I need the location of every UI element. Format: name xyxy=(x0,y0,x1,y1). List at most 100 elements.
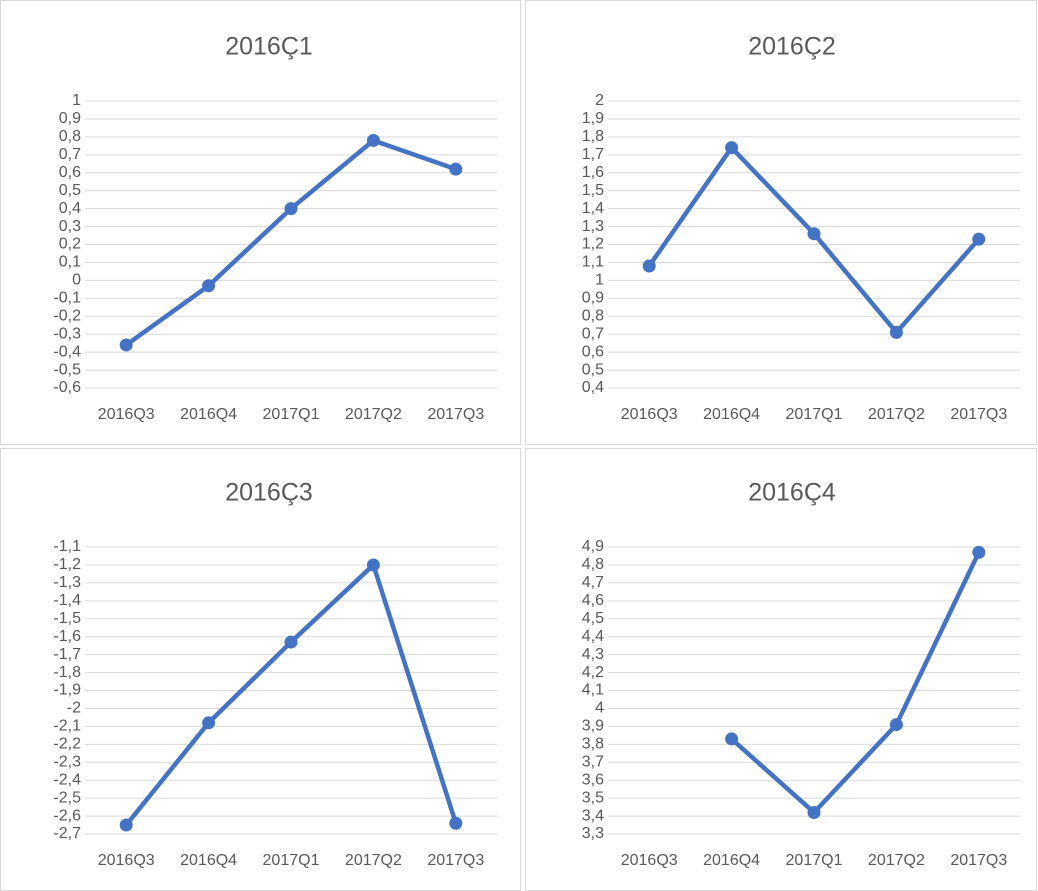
y-tick-label: 0,6 xyxy=(59,164,81,181)
y-tick-label: -2,6 xyxy=(53,807,81,824)
x-tick-label: 2016Q3 xyxy=(621,852,678,869)
x-tick-label: 2017Q1 xyxy=(786,406,843,423)
y-tick-label: -2,7 xyxy=(53,825,81,842)
data-point xyxy=(284,635,298,649)
y-tick-label: 4,4 xyxy=(582,628,604,645)
y-tick-label: 0,3 xyxy=(59,218,81,235)
y-tick-label: 1,6 xyxy=(582,164,604,181)
y-tick-label: 1 xyxy=(595,272,604,289)
y-tick-label: 0,9 xyxy=(582,290,604,307)
x-tick-label: 2017Q3 xyxy=(950,852,1007,869)
chart-title: 2016Ç4 xyxy=(748,479,836,507)
y-tick-label: -2,2 xyxy=(53,736,81,753)
y-tick-label: 4,1 xyxy=(582,682,604,699)
y-tick-label: 3,5 xyxy=(582,789,604,806)
chart-title: 2016Ç2 xyxy=(748,33,836,61)
y-tick-label: 4,5 xyxy=(582,610,604,627)
panel-border xyxy=(525,0,1037,445)
x-tick-label: 2017Q1 xyxy=(786,852,843,869)
x-tick-label: 2017Q1 xyxy=(263,852,320,869)
y-tick-label: -0,3 xyxy=(53,325,81,342)
y-tick-label: -0,4 xyxy=(53,343,81,360)
y-tick-label: 0,9 xyxy=(59,110,81,127)
y-tick-label: 0,4 xyxy=(582,379,604,396)
y-tick-label: -2,3 xyxy=(53,753,81,770)
panel-border xyxy=(0,0,521,445)
x-tick-label: 2016Q4 xyxy=(180,406,237,423)
x-tick-label: 2016Q3 xyxy=(98,406,155,423)
y-tick-label: -2,1 xyxy=(53,718,81,735)
y-tick-label: -1,6 xyxy=(53,628,81,645)
data-point xyxy=(202,279,216,293)
data-point xyxy=(807,227,821,241)
series-line xyxy=(124,138,457,347)
y-tick-label: 0,5 xyxy=(59,182,81,199)
data-point xyxy=(972,232,986,246)
data-point xyxy=(449,162,463,176)
y-tick-label: 3,9 xyxy=(582,718,604,735)
y-tick-label: 1,3 xyxy=(582,218,604,235)
y-tick-label: -2 xyxy=(67,700,81,717)
series-line xyxy=(124,562,458,827)
y-tick-label: -1,1 xyxy=(53,538,81,555)
x-tick-label: 2016Q4 xyxy=(180,852,237,869)
y-tick-label: -1,8 xyxy=(53,664,81,681)
y-tick-label: 0,7 xyxy=(582,325,604,342)
y-tick-label: 2 xyxy=(595,92,604,109)
data-point xyxy=(449,816,463,830)
y-tick-label: -0,1 xyxy=(53,290,81,307)
y-tick-label: 4,6 xyxy=(582,592,604,609)
y-tick-label: 0 xyxy=(72,272,81,289)
y-tick-label: 0,8 xyxy=(582,307,604,324)
x-tick-label: 2017Q2 xyxy=(345,852,402,869)
x-tick-label: 2016Q3 xyxy=(98,852,155,869)
y-tick-label: 1,4 xyxy=(582,200,604,217)
x-tick-label: 2016Q4 xyxy=(703,852,760,869)
y-tick-label: -0,6 xyxy=(53,379,81,396)
data-point xyxy=(119,338,133,352)
x-tick-label: 2017Q3 xyxy=(427,852,484,869)
y-tick-label: 4,3 xyxy=(582,646,604,663)
y-tick-label: 3,3 xyxy=(582,825,604,842)
data-point xyxy=(889,325,903,339)
x-tick-label: 2017Q2 xyxy=(345,406,402,423)
y-tick-label: 1,1 xyxy=(582,254,604,271)
y-tick-label: 0,5 xyxy=(582,361,604,378)
y-tick-label: 0,7 xyxy=(59,146,81,163)
y-tick-label: -0,5 xyxy=(53,361,81,378)
y-tick-label: 4,7 xyxy=(582,574,604,591)
x-tick-label: 2017Q3 xyxy=(950,406,1007,423)
y-tick-label: 4 xyxy=(595,700,604,717)
y-tick-label: -2,5 xyxy=(53,789,81,806)
data-point xyxy=(642,259,656,273)
y-tick-label: 0,4 xyxy=(59,200,81,217)
y-tick-label: 3,8 xyxy=(582,736,604,753)
y-tick-label: -1,3 xyxy=(53,574,81,591)
y-tick-label: -1,4 xyxy=(53,592,81,609)
data-point xyxy=(284,202,298,216)
data-point xyxy=(366,133,380,147)
y-tick-label: -1,9 xyxy=(53,682,81,699)
y-tick-label: 3,4 xyxy=(582,807,604,824)
data-point xyxy=(807,805,821,819)
y-tick-label: 0,8 xyxy=(59,128,81,145)
y-tick-label: 3,7 xyxy=(582,753,604,770)
data-point xyxy=(725,732,739,746)
y-tick-label: -0,2 xyxy=(53,307,81,324)
data-point xyxy=(972,545,986,559)
x-tick-label: 2017Q1 xyxy=(263,406,320,423)
y-tick-label: -1,7 xyxy=(53,646,81,663)
y-tick-label: 0,6 xyxy=(582,343,604,360)
y-tick-label: -2,4 xyxy=(53,771,81,788)
y-tick-label: 3,6 xyxy=(582,771,604,788)
y-tick-label: 4,9 xyxy=(582,538,604,555)
y-tick-label: 0,1 xyxy=(59,254,81,271)
data-point xyxy=(119,818,133,832)
data-point xyxy=(202,716,216,730)
x-tick-label: 2017Q3 xyxy=(427,406,484,423)
y-tick-label: 1,2 xyxy=(582,236,604,253)
x-tick-label: 2017Q2 xyxy=(868,406,925,423)
y-tick-label: 1,9 xyxy=(582,110,604,127)
y-tick-label: 0,2 xyxy=(59,236,81,253)
